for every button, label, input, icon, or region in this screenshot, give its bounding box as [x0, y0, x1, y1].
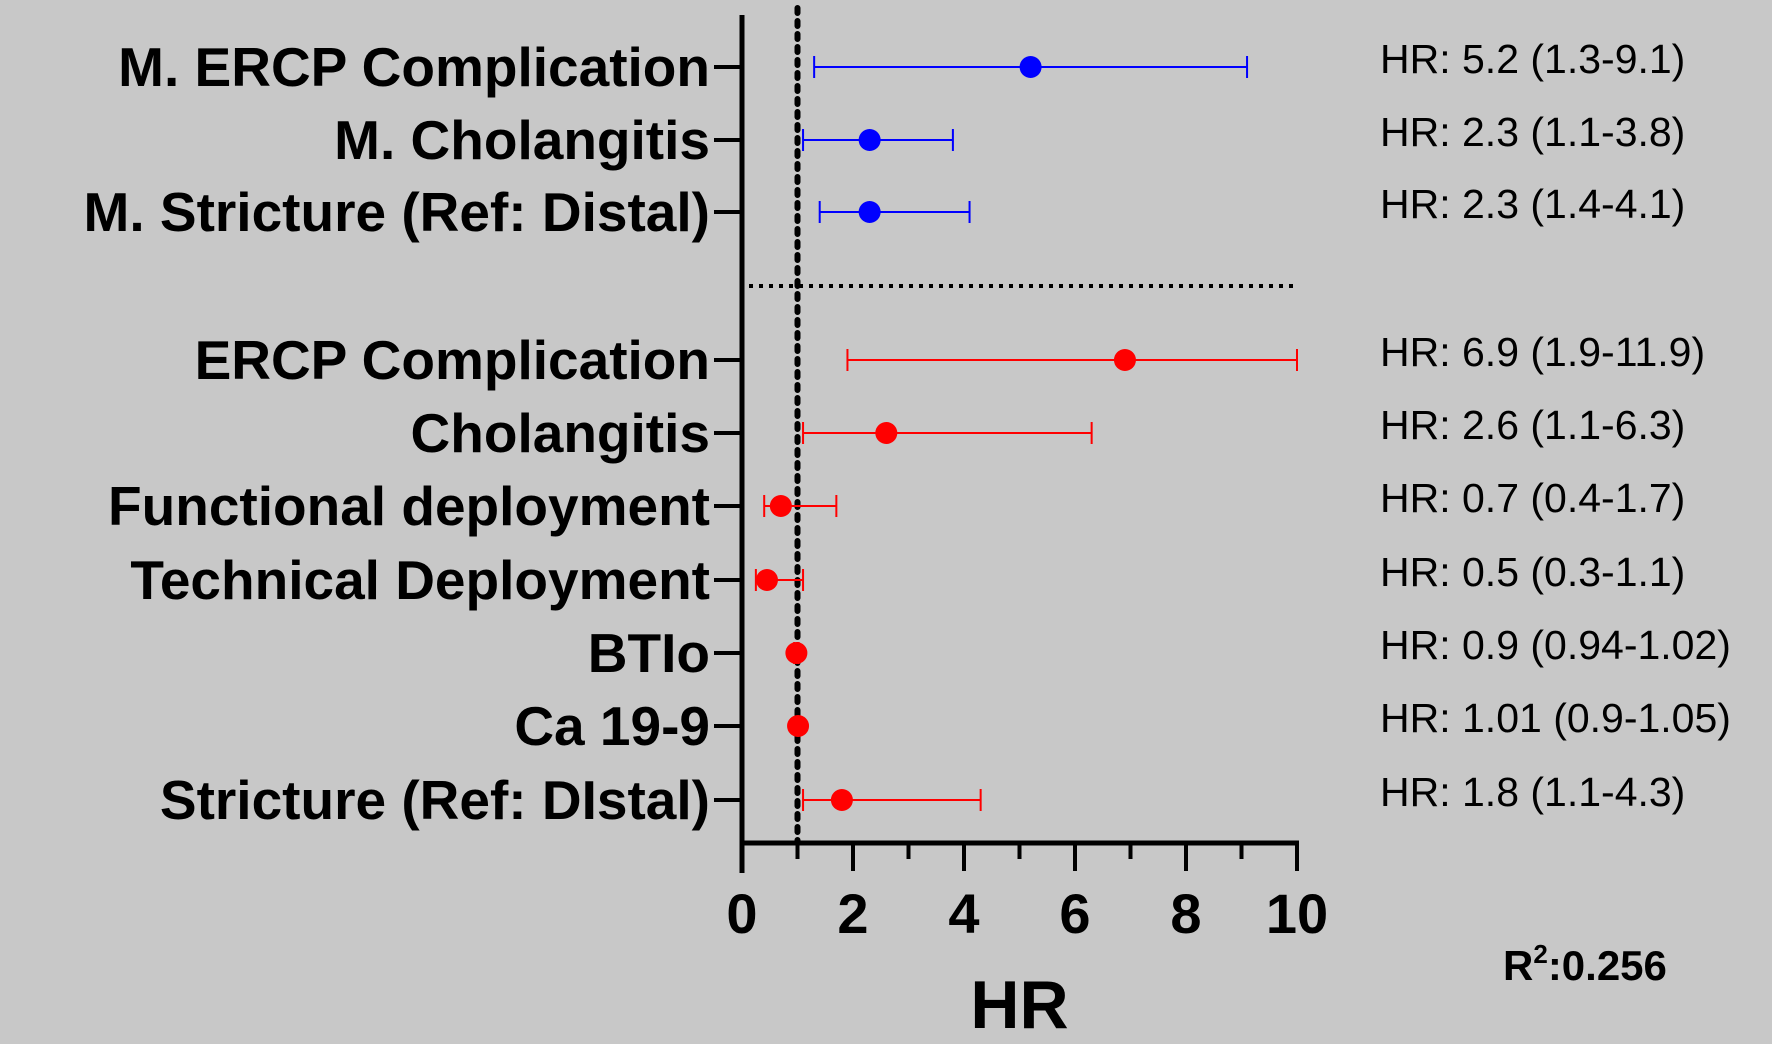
- forest-row: M. Cholangitis HR: 2.3 (1.1-3.8): [334, 109, 1685, 171]
- hr-point: [769, 495, 792, 517]
- row-label: Ca 19-9: [514, 695, 710, 757]
- x-tick-label: 8: [1170, 882, 1201, 945]
- hr-annotation: HR: 6.9 (1.9-11.9): [1380, 329, 1705, 375]
- plot-rows: M. ERCP Complication HR: 5.2 (1.3-9.1)M. …: [84, 36, 1731, 831]
- r-squared-r: R: [1503, 942, 1533, 989]
- forest-row: Ca 19-9 HR: 1.01 (0.9-1.05): [514, 695, 1731, 757]
- row-label: M. Stricture (Ref: Distal): [84, 181, 710, 243]
- row-label: Stricture (Ref: DIstal): [160, 769, 710, 831]
- hr-point: [858, 201, 881, 223]
- row-label: Functional deployment: [108, 475, 710, 537]
- hr-point: [875, 422, 898, 444]
- row-label: M. ERCP Complication: [118, 36, 710, 98]
- x-tick-label: 10: [1266, 882, 1328, 945]
- x-tick-label: 2: [837, 882, 868, 945]
- forest-row: M. Stricture (Ref: Distal) HR: 2.3 (1.4-4…: [84, 181, 1686, 243]
- forest-row: Cholangitis HR: 2.6 (1.1-6.3): [411, 402, 1686, 464]
- r-squared-superscript: 2: [1533, 939, 1547, 969]
- forest-row: Functional deployment HR: 0.7 (0.4-1.7): [108, 475, 1685, 537]
- x-tick-label: 0: [726, 882, 757, 945]
- row-label: Technical Deployment: [130, 549, 710, 611]
- r-squared-value: :0.256: [1548, 942, 1667, 989]
- hr-annotation: HR: 2.3 (1.1-3.8): [1380, 109, 1685, 155]
- hr-point: [1113, 349, 1136, 371]
- hr-point: [1019, 56, 1042, 78]
- forest-row: Technical Deployment HR: 0.5 (0.3-1.1): [130, 549, 1685, 611]
- hr-point: [830, 789, 853, 811]
- hr-annotation: HR: 5.2 (1.3-9.1): [1380, 36, 1685, 82]
- axes: 0 2 4 6 8 10: [726, 5, 1328, 945]
- forest-row: Stricture (Ref: DIstal) HR: 1.8 (1.1-4.3): [160, 769, 1685, 831]
- r-squared-label: R2:0.256: [1503, 939, 1667, 989]
- x-tick-label: 4: [948, 882, 979, 945]
- hr-annotation: HR: 1.8 (1.1-4.3): [1380, 769, 1685, 815]
- hr-annotation: HR: 0.5 (0.3-1.1): [1380, 549, 1685, 595]
- row-label: ERCP Complication: [195, 329, 710, 391]
- row-label: Cholangitis: [411, 402, 710, 464]
- hr-point: [858, 129, 881, 151]
- hr-annotation: HR: 0.7 (0.4-1.7): [1380, 475, 1685, 521]
- hr-annotation: HR: 2.3 (1.4-4.1): [1380, 181, 1685, 227]
- hr-annotation: HR: 2.6 (1.1-6.3): [1380, 402, 1685, 448]
- hr-point: [755, 569, 778, 591]
- forest-row: BTIo HR: 0.9 (0.94-1.02): [588, 622, 1731, 684]
- row-label: M. Cholangitis: [334, 109, 710, 171]
- hr-point: [785, 642, 808, 664]
- forest-row: M. ERCP Complication HR: 5.2 (1.3-9.1): [118, 36, 1685, 98]
- hr-annotation: HR: 1.01 (0.9-1.05): [1380, 695, 1731, 741]
- x-axis-title: HR: [970, 967, 1068, 1043]
- forest-row: ERCP Complication HR: 6.9 (1.9-11.9): [195, 329, 1706, 391]
- row-label: BTIo: [588, 622, 710, 684]
- x-tick-label: 6: [1059, 882, 1090, 945]
- hr-point: [787, 715, 810, 737]
- hr-annotation: HR: 0.9 (0.94-1.02): [1380, 622, 1731, 668]
